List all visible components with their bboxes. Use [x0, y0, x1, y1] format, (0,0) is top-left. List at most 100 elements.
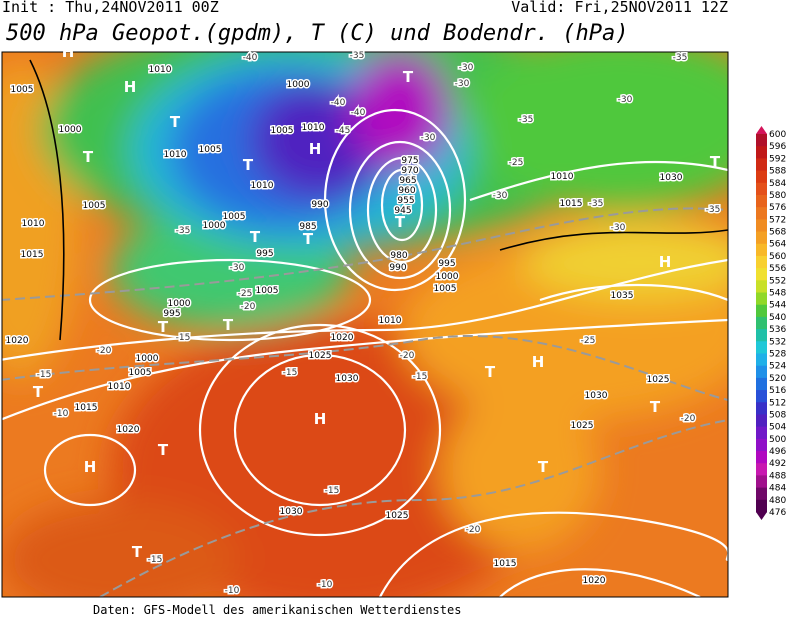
isobar-label: 1025: [309, 351, 332, 361]
colorbar-label: 548: [769, 289, 786, 299]
pressure-center: H: [62, 43, 75, 61]
isotherm-label: -40: [351, 108, 366, 118]
front-line: [29, 59, 728, 341]
isobar-label: 1035: [611, 291, 634, 301]
isobar-label: 1000: [203, 221, 226, 231]
pressure-center: T: [395, 213, 406, 231]
colorbar-swatch: [756, 280, 767, 294]
pressure-center: T: [250, 228, 261, 246]
colorbar-label: 580: [769, 191, 786, 201]
isobar-label: 1020: [331, 333, 354, 343]
isobar-label: 1000: [436, 272, 459, 282]
isotherm-label: -15: [37, 370, 52, 380]
isobar-label: 1000: [136, 354, 159, 364]
isobar-label: 1010: [22, 219, 45, 229]
colorbar-label: 524: [769, 362, 786, 372]
pressure-center: T: [538, 458, 549, 476]
isotherm-label: -15: [283, 368, 298, 378]
pressure-center: T: [33, 383, 44, 401]
colorbar-label: 584: [769, 179, 786, 189]
pressure-center: H: [124, 78, 137, 96]
isobar-label: 1015: [560, 199, 583, 209]
colorbar-swatch: [756, 390, 767, 403]
colorbar-label: 512: [769, 398, 786, 408]
isobar-label: 990: [311, 200, 328, 210]
colorbar-swatch: [756, 365, 767, 379]
isobar-label: 1005: [129, 368, 152, 378]
colorbar-swatch: [756, 304, 767, 318]
isotherm-label: -30: [618, 95, 633, 105]
isobar-label: 1005: [434, 284, 457, 294]
colorbar-swatch: [756, 170, 767, 184]
isobar-label: 1015: [75, 403, 98, 413]
isotherm-label: -30: [611, 223, 626, 233]
isotherm-label: -20: [400, 351, 415, 361]
isotherm-label: -45: [336, 126, 351, 136]
pressure-center: H: [659, 253, 672, 271]
isobar-label: 1025: [647, 375, 670, 385]
isobar-label: 1005: [271, 126, 294, 136]
colorbar-swatch: [756, 292, 767, 306]
colorbar-swatch: [756, 402, 767, 415]
colorbar-swatch: [756, 158, 767, 172]
colorbar-label: 520: [769, 374, 786, 384]
isotherm-label: -35: [673, 53, 688, 63]
colorbar-swatch: [756, 134, 767, 147]
isobar-label: 965: [399, 176, 416, 186]
colorbar-label: 540: [769, 313, 786, 323]
pressure-center: T: [303, 230, 314, 248]
colorbar-swatch: [756, 426, 767, 440]
colorbar-label: 544: [769, 301, 786, 311]
colorbar-label: 484: [769, 484, 786, 494]
colorbar-swatch: [756, 377, 767, 391]
colorbar-swatch: [756, 499, 767, 513]
isotherm-label: -10: [54, 409, 69, 419]
colorbar-swatch: [756, 146, 767, 159]
isobar-label: 975: [401, 156, 418, 166]
colorbar-swatch: [756, 268, 767, 281]
colorbar-label: 532: [769, 337, 786, 347]
pressure-center: T: [170, 113, 181, 131]
isobar-label: 1030: [660, 173, 683, 183]
isobar-label: 1030: [280, 507, 303, 517]
pressure-center: T: [710, 153, 721, 171]
isotherm-label: -25: [581, 336, 596, 346]
isotherm-label: -30: [493, 191, 508, 201]
colorbar-label: 496: [769, 447, 786, 457]
isobar-label: 1010: [251, 181, 274, 191]
colorbar-label: 504: [769, 423, 786, 433]
isobar-label: 1010: [551, 172, 574, 182]
colorbar-swatch: [756, 243, 767, 257]
isobar-label: 1025: [571, 421, 594, 431]
colorbar-arrow: [756, 126, 767, 134]
isotherm-label: -35: [589, 199, 604, 209]
isotherm-label: -10: [225, 586, 240, 596]
colorbar-swatch: [756, 353, 767, 367]
colorbar-swatch: [756, 207, 767, 220]
colorbar: 600 596 592 588 584 580 576 572 568 564 560 556 552 5…: [756, 126, 786, 520]
init-time: Init : Thu,24NOV2011 00Z: [2, 0, 219, 16]
pressure-center: T: [243, 156, 254, 174]
colorbar-label: 488: [769, 471, 786, 481]
colorbar-label: 560: [769, 252, 786, 262]
isotherm-label: -35: [706, 205, 721, 215]
isobar-label: 990: [389, 263, 406, 273]
colorbar-swatch: [756, 414, 767, 428]
isobar-label: 1020: [583, 576, 606, 586]
isobar-label: 1000: [287, 80, 310, 90]
map-frame: [1, 51, 729, 598]
isotherm-label: -25: [509, 158, 524, 168]
colorbar-swatch: [756, 219, 767, 233]
isobar-label: 1015: [494, 559, 517, 569]
colorbar-swatch: [756, 255, 767, 269]
colorbar-swatch: [756, 182, 767, 196]
pressure-center: T: [485, 363, 496, 381]
pressure-center: T: [158, 318, 169, 336]
pressure-center: T: [83, 148, 94, 166]
colorbar-label: 572: [769, 215, 786, 225]
isotherm-label: -30: [421, 133, 436, 143]
isobar-label: 1010: [108, 382, 131, 392]
isobar-label: 1030: [585, 391, 608, 401]
colorbar-swatch: [756, 438, 767, 452]
isotherm-label: -35: [176, 226, 191, 236]
